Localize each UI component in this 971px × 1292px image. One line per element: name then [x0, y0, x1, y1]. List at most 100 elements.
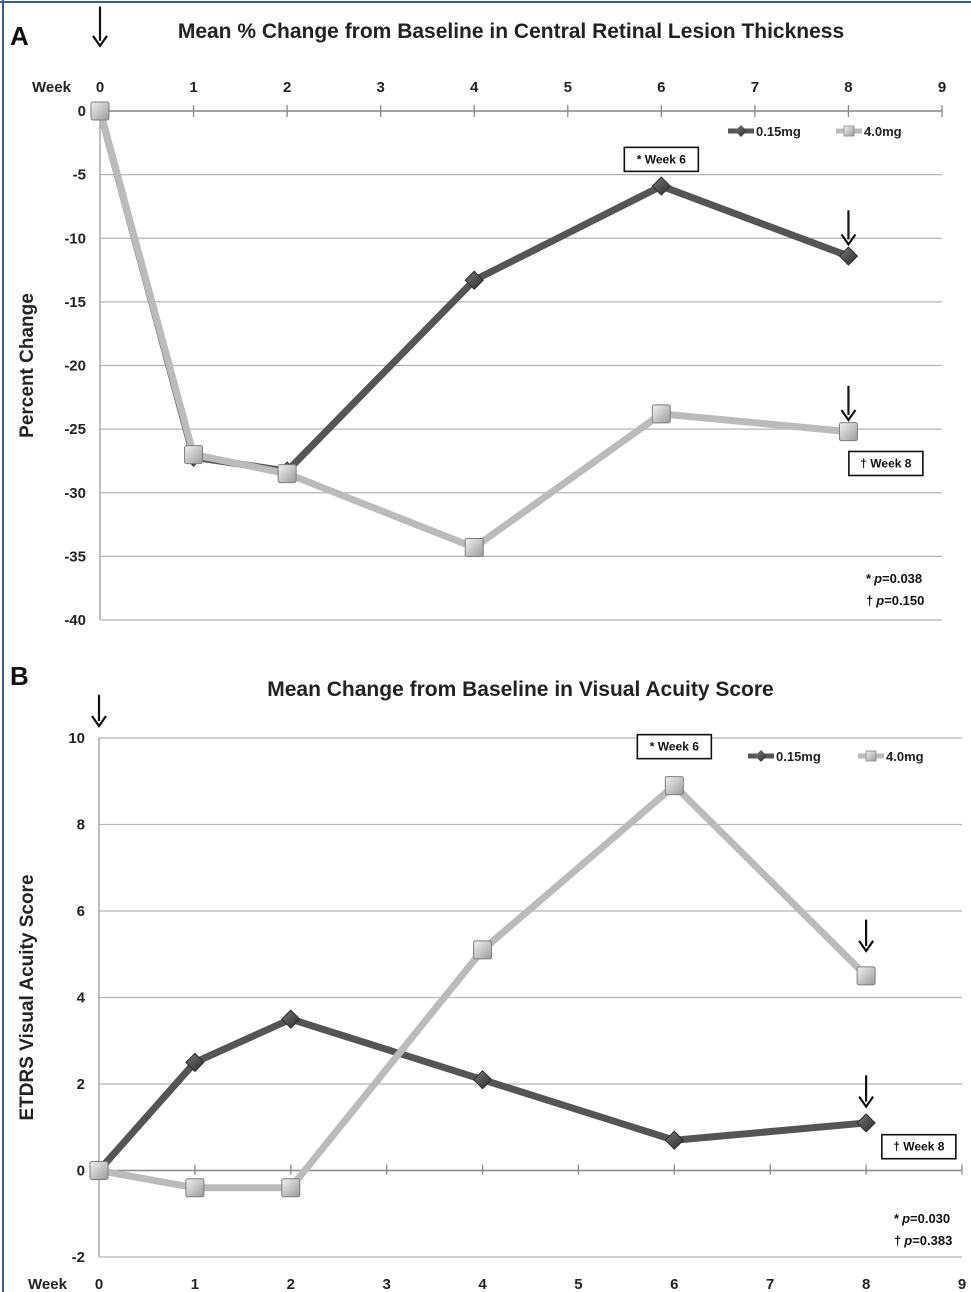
data-point-diamond	[185, 1052, 205, 1073]
y-tick-label: -2	[72, 1249, 85, 1266]
data-point-square	[184, 445, 204, 465]
x-tick-label: 7	[751, 79, 759, 96]
y-tick-label: 0	[78, 103, 86, 120]
y-tick-label: -5	[73, 167, 86, 184]
legend-marker-square	[865, 750, 877, 762]
data-point-diamond	[856, 1113, 876, 1133]
arrow-head	[92, 35, 108, 48]
annotation-label: * Week 6	[650, 740, 699, 754]
y-tick-label: 0	[77, 1163, 85, 1180]
x-tick-label: 8	[844, 79, 852, 96]
p-value-number: =0.030	[910, 1211, 950, 1226]
y-tick-label: 4	[77, 990, 86, 1007]
p-value-symbol: †	[866, 593, 873, 608]
x-tick-label: 0	[96, 79, 104, 96]
y-tick-label: -15	[64, 294, 86, 311]
x-tick-label: 3	[376, 79, 384, 96]
data-point-square	[856, 966, 876, 986]
legend-label: 4.0mg	[864, 124, 902, 139]
data-point-square	[277, 464, 297, 484]
data-point-diamond	[281, 1009, 301, 1029]
x-tick-label: 2	[283, 79, 291, 96]
p-value-symbol: *	[866, 571, 872, 586]
data-point-diamond	[464, 270, 484, 290]
x-tick-label: 5	[574, 1276, 582, 1292]
legend-label: 4.0mg	[886, 749, 924, 764]
data-point-square	[473, 940, 493, 960]
p-value-label: † p=0.383	[894, 1233, 952, 1248]
series-line-0.15mg	[95, 1015, 870, 1174]
y-tick-label: 10	[68, 730, 85, 747]
data-point-diamond	[664, 1130, 685, 1150]
annotation-label: * Week 6	[637, 152, 686, 166]
y-tick-label: 8	[77, 817, 85, 834]
x-axis-prefix: Week	[28, 1276, 68, 1292]
panel-letter: B	[10, 661, 29, 691]
data-point-diamond	[472, 1069, 493, 1090]
y-tick-label: -35	[64, 548, 86, 565]
p-value-p: p	[903, 1233, 912, 1248]
chart-title: Mean Change from Baseline in Visual Acui…	[267, 678, 773, 701]
p-value-number: =0.150	[884, 593, 924, 608]
y-axis-label: ETDRS Visual Acuity Score	[17, 874, 38, 1120]
data-point-diamond	[838, 246, 859, 266]
legend-marker-diamond	[755, 750, 767, 762]
data-point-square	[838, 422, 858, 442]
x-tick-label: 1	[191, 1276, 199, 1292]
annotation-box	[881, 1133, 957, 1160]
series-line-0.15mg	[96, 107, 852, 475]
x-tick-label: 6	[657, 79, 665, 96]
arrow-head	[858, 1095, 875, 1109]
y-tick-label: -25	[64, 421, 86, 438]
data-point-square	[664, 776, 684, 796]
x-tick-label: 7	[766, 1276, 774, 1292]
arrow-head	[840, 233, 857, 247]
x-tick-label: 5	[564, 79, 572, 96]
p-value-number: =0.038	[882, 571, 922, 586]
data-point-square	[651, 404, 671, 424]
y-tick-label: -10	[64, 230, 86, 247]
y-axis-label: Percent Change	[17, 293, 38, 438]
p-value-label: * p=0.038	[866, 571, 922, 586]
panel-a: A Mean % Change from Baseline in Central …	[10, 6, 946, 629]
data-point-square	[281, 1178, 301, 1198]
x-tick-label: 3	[382, 1276, 390, 1292]
x-tick-label: 2	[287, 1276, 295, 1292]
legend-label: 0.15mg	[756, 124, 801, 139]
x-tick-label: 8	[862, 1276, 870, 1292]
y-tick-label: -20	[64, 358, 86, 375]
arrow-head	[91, 715, 107, 728]
y-tick-label: -30	[64, 485, 86, 502]
series-line-4.0mg	[96, 107, 852, 551]
p-value-label: † p=0.150	[866, 593, 924, 608]
p-value-p: p	[873, 571, 882, 586]
data-point-square	[90, 101, 110, 121]
panel-b: B Mean Change from Baseline in Visual Acu…	[10, 661, 966, 1292]
p-value-symbol: *	[894, 1211, 900, 1226]
x-tick-label: 1	[189, 79, 197, 96]
data-point-square	[89, 1161, 109, 1180]
x-tick-label: 9	[958, 1276, 966, 1292]
x-tick-label: 9	[938, 79, 946, 96]
legend-label: 0.15mg	[776, 749, 821, 764]
legend-marker-square	[843, 125, 855, 137]
annotation-label: † Week 8	[860, 456, 911, 470]
data-point-square	[464, 537, 484, 557]
legend-marker-diamond	[735, 125, 747, 137]
x-tick-label: 6	[670, 1276, 678, 1292]
annotation-label: † Week 8	[893, 1140, 944, 1154]
p-value-label: * p=0.030	[894, 1211, 950, 1226]
x-tick-label: 4	[470, 79, 479, 96]
p-value-p: p	[901, 1211, 910, 1226]
arrow-head	[840, 409, 857, 422]
arrow-head	[858, 940, 875, 953]
y-tick-label: 2	[77, 1076, 85, 1093]
p-value-symbol: †	[894, 1233, 901, 1248]
x-axis-prefix: Week	[32, 79, 72, 96]
x-tick-label: 0	[95, 1276, 103, 1292]
p-value-p: p	[875, 593, 884, 608]
panel-letter: A	[10, 21, 29, 51]
x-tick-label: 4	[478, 1276, 487, 1292]
chart-title: Mean % Change from Baseline in Central R…	[178, 20, 844, 43]
